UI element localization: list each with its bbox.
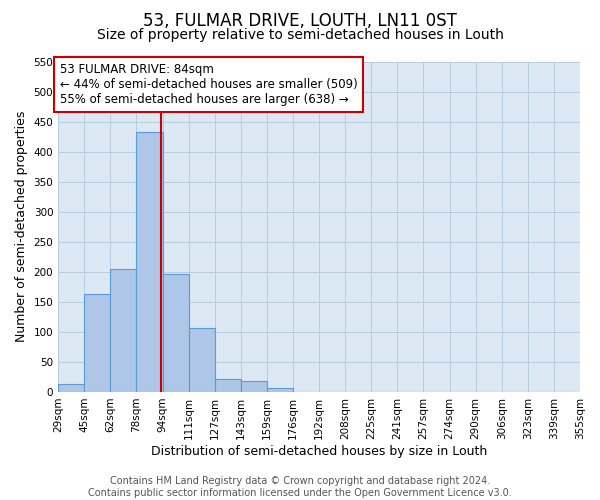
Bar	[58, 384, 84, 392]
Bar	[84, 294, 110, 392]
Bar	[188, 328, 215, 392]
Bar	[163, 274, 188, 392]
Bar	[241, 381, 267, 392]
Text: 53 FULMAR DRIVE: 84sqm
← 44% of semi-detached houses are smaller (509)
55% of se: 53 FULMAR DRIVE: 84sqm ← 44% of semi-det…	[60, 64, 358, 106]
Text: Contains HM Land Registry data © Crown copyright and database right 2024.
Contai: Contains HM Land Registry data © Crown c…	[88, 476, 512, 498]
X-axis label: Distribution of semi-detached houses by size in Louth: Distribution of semi-detached houses by …	[151, 444, 487, 458]
Bar	[110, 270, 136, 392]
Bar	[267, 388, 293, 392]
Y-axis label: Number of semi-detached properties: Number of semi-detached properties	[15, 111, 28, 342]
Text: Size of property relative to semi-detached houses in Louth: Size of property relative to semi-detach…	[97, 28, 503, 42]
Bar	[215, 380, 241, 392]
Text: 53, FULMAR DRIVE, LOUTH, LN11 0ST: 53, FULMAR DRIVE, LOUTH, LN11 0ST	[143, 12, 457, 30]
Bar	[136, 132, 163, 392]
